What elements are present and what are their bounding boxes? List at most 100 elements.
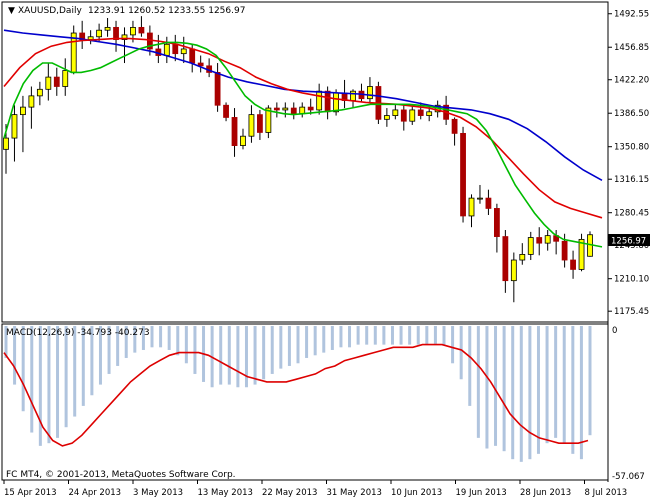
macd-histogram-bar — [244, 326, 248, 388]
current-price-label: 1256.97 — [611, 237, 646, 247]
macd-histogram-bar — [21, 326, 25, 412]
macd-histogram-bar — [279, 326, 283, 369]
macd-histogram-bar — [459, 326, 463, 380]
macd-histogram-bar — [253, 326, 257, 385]
bull-candle — [519, 253, 526, 261]
macd-histogram-bar — [47, 326, 51, 444]
macd-histogram-bar — [433, 326, 437, 345]
macd-histogram-bar — [468, 326, 472, 406]
bull-candle — [544, 235, 551, 244]
bear-candle — [290, 107, 297, 115]
bear-candle — [223, 104, 229, 118]
bear-candle — [561, 240, 568, 261]
macd-histogram-bar — [373, 326, 377, 345]
bear-candle — [417, 109, 424, 116]
price-tick-label: 1386.50 — [614, 109, 649, 119]
bull-candle — [392, 109, 399, 116]
time-tick-label: 10 Jun 2013 — [391, 488, 442, 498]
macd-histogram-bar — [571, 326, 575, 454]
bear-candle — [257, 114, 263, 133]
macd-histogram-bar — [184, 326, 188, 364]
price-tick-label: 1492.55 — [614, 10, 649, 20]
bull-candle — [299, 106, 306, 115]
bull-candle — [333, 92, 339, 113]
bear-candle — [400, 109, 407, 122]
ma-mid-line — [3, 37, 603, 219]
time-tick-label: 24 Apr 2013 — [69, 488, 122, 498]
bear-candle — [570, 259, 576, 270]
price-tick-label: 1422.20 — [614, 76, 649, 86]
bull-candle — [20, 106, 26, 116]
bear-candle — [460, 132, 466, 217]
time-tick-label: 31 May 2013 — [327, 488, 382, 498]
macd-histogram-bar — [13, 326, 17, 385]
bull-candle — [11, 114, 18, 139]
macd-histogram-bar — [107, 326, 111, 374]
bear-candle — [324, 90, 331, 113]
bull-candle — [180, 48, 187, 55]
bull-candle — [248, 114, 255, 137]
time-tick-label: 8 Jul 2013 — [585, 488, 628, 498]
macd-histogram-bar — [528, 326, 532, 460]
time-tick-label: 19 Jun 2013 — [456, 488, 507, 498]
ma-slow-line — [3, 29, 603, 182]
bear-candle — [273, 107, 280, 111]
macd-histogram-bar — [330, 326, 334, 350]
macd-histogram-bar — [494, 326, 498, 446]
macd-histogram-bar — [476, 326, 480, 438]
bear-candle — [493, 208, 500, 237]
bull-candle — [96, 29, 103, 38]
bull-candle — [477, 197, 483, 200]
bull-candle — [130, 26, 136, 36]
macd-histogram-bar — [545, 326, 549, 444]
macd-histogram-bar — [176, 326, 180, 356]
bear-candle — [214, 72, 221, 106]
macd-histogram-bar — [150, 326, 154, 348]
bear-candle — [113, 26, 119, 40]
macd-histogram-bar — [502, 326, 506, 452]
bull-candle — [265, 107, 272, 133]
bear-candle — [307, 106, 314, 111]
time-tick-label: 15 Apr 2013 — [4, 488, 57, 498]
bull-candle — [62, 70, 69, 87]
ohlc-readout: 1233.91 1260.52 1233.55 1256.97 — [88, 6, 245, 16]
price-axis: 1492.55 1456.85 1422.20 1386.50 1350.80 1316.… — [608, 10, 649, 317]
current-price-tag — [608, 234, 650, 246]
symbol-info: XAUUSD,Daily — [18, 6, 82, 16]
macd-histogram-bar — [124, 326, 128, 358]
macd-histogram-bar — [511, 326, 515, 460]
macd-scale-bottom: -57.067 — [612, 472, 645, 482]
price-tick-label: 1245.80 — [614, 241, 649, 251]
macd-histogram-bar — [227, 326, 231, 385]
bull-candle — [383, 115, 390, 120]
bear-candle — [502, 236, 509, 282]
macd-histogram-bar — [382, 326, 386, 345]
time-tick-label: 28 Jun 2013 — [520, 488, 571, 498]
bear-candle — [172, 43, 179, 55]
macd-histogram-bar — [313, 326, 317, 356]
macd-histogram-bar — [554, 326, 558, 438]
macd-histogram-bar — [408, 326, 412, 345]
price-tick-label: 1350.80 — [614, 143, 649, 153]
macd-histogram-bar — [270, 326, 274, 374]
bull-candle — [527, 237, 534, 255]
bull-candle — [121, 34, 128, 40]
macd-histogram-bar — [98, 326, 102, 385]
bear-candle — [138, 26, 145, 34]
macd-histogram-bar — [159, 326, 163, 348]
bull-candle — [468, 197, 475, 217]
macd-histogram-bar — [287, 326, 291, 366]
bull-candle — [28, 95, 35, 108]
macd-histogram-bar — [485, 326, 489, 449]
bull-candle — [350, 90, 356, 101]
bear-candle — [189, 48, 196, 64]
macd-histogram — [4, 326, 592, 462]
bull-candle — [104, 26, 111, 31]
moving-averages — [3, 29, 603, 248]
macd-histogram-bar — [262, 326, 266, 380]
macd-histogram-bar — [4, 326, 8, 358]
price-tick-label: 1316.15 — [614, 175, 649, 185]
ma-fast-line — [3, 41, 603, 248]
